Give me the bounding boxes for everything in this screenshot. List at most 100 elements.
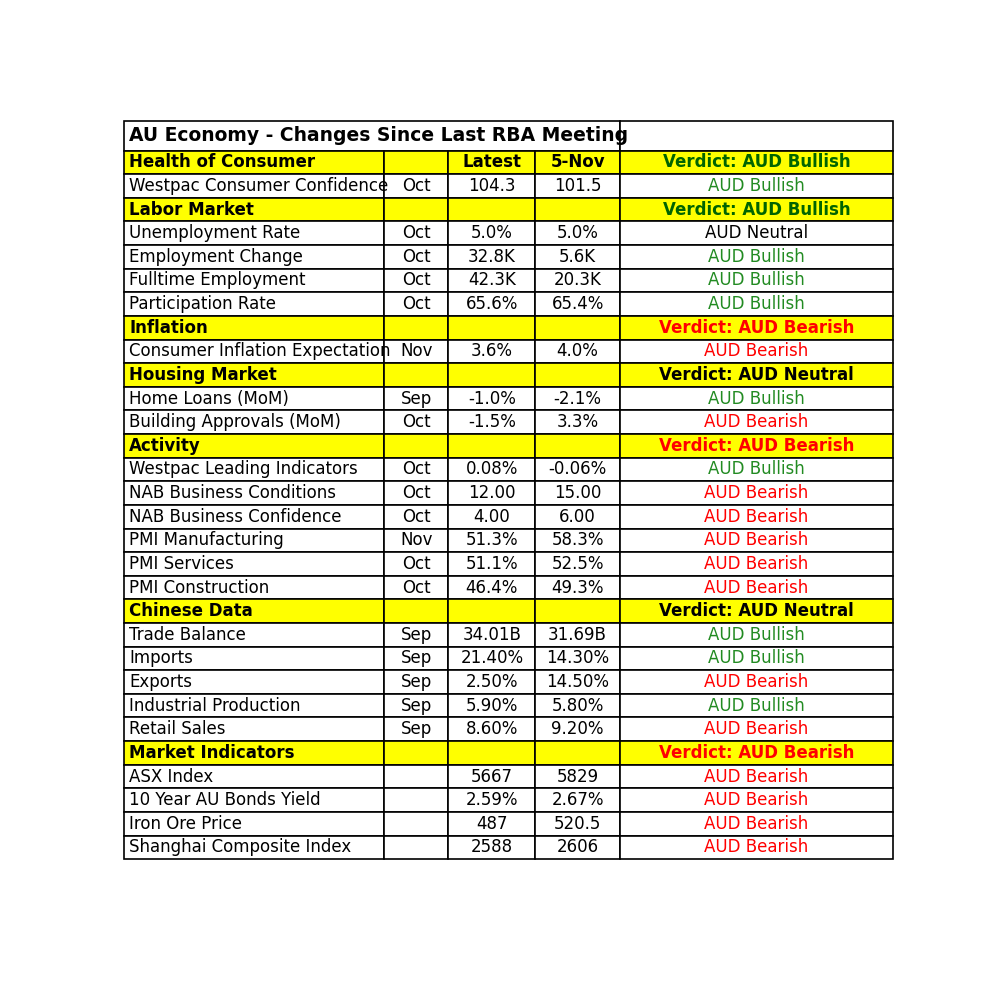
Text: Sep: Sep: [401, 720, 432, 738]
Bar: [536, 694, 620, 717]
Bar: [448, 623, 536, 646]
Bar: [536, 789, 620, 812]
Bar: [384, 245, 448, 269]
Text: Oct: Oct: [402, 224, 431, 242]
Text: 21.40%: 21.40%: [460, 649, 524, 667]
Text: 5.6K: 5.6K: [559, 248, 596, 266]
Bar: [536, 457, 620, 481]
Bar: [124, 245, 384, 269]
Text: Westpac Consumer Confidence: Westpac Consumer Confidence: [129, 177, 389, 195]
Text: 2588: 2588: [471, 839, 513, 857]
Text: 2.50%: 2.50%: [465, 673, 518, 691]
Bar: [124, 623, 384, 646]
Text: AUD Bearish: AUD Bearish: [704, 508, 808, 526]
Text: Oct: Oct: [402, 508, 431, 526]
Bar: [620, 245, 893, 269]
Bar: [620, 364, 893, 386]
Text: Housing Market: Housing Market: [129, 366, 277, 384]
Bar: [384, 670, 448, 694]
Bar: [620, 410, 893, 434]
Bar: [536, 646, 620, 670]
Text: 2.67%: 2.67%: [552, 791, 604, 809]
Bar: [536, 670, 620, 694]
Text: AUD Bullish: AUD Bullish: [708, 389, 805, 407]
Text: Fulltime Employment: Fulltime Employment: [129, 272, 306, 290]
Bar: [384, 198, 448, 221]
Text: 31.69B: 31.69B: [549, 625, 607, 643]
Bar: [124, 812, 384, 836]
Bar: [536, 410, 620, 434]
Bar: [620, 481, 893, 505]
Text: Sep: Sep: [401, 625, 432, 643]
Bar: [124, 221, 384, 245]
Text: AUD Bullish: AUD Bullish: [708, 248, 805, 266]
Bar: [448, 386, 536, 410]
Text: AUD Bullish: AUD Bullish: [708, 696, 805, 715]
Bar: [620, 386, 893, 410]
Text: NAB Business Confidence: NAB Business Confidence: [129, 508, 342, 526]
Bar: [124, 434, 384, 457]
Bar: [448, 150, 536, 174]
Bar: [448, 552, 536, 576]
Text: AUD Bearish: AUD Bearish: [704, 815, 808, 833]
Bar: [384, 481, 448, 505]
Text: 6.00: 6.00: [559, 508, 596, 526]
Text: Consumer Inflation Expectation: Consumer Inflation Expectation: [129, 343, 391, 361]
Bar: [124, 269, 384, 292]
Bar: [448, 717, 536, 741]
Bar: [124, 410, 384, 434]
Text: -2.1%: -2.1%: [554, 389, 601, 407]
Bar: [448, 316, 536, 340]
Bar: [124, 122, 620, 150]
Text: Unemployment Rate: Unemployment Rate: [129, 224, 301, 242]
Bar: [124, 646, 384, 670]
Text: Sep: Sep: [401, 649, 432, 667]
Bar: [124, 789, 384, 812]
Bar: [448, 812, 536, 836]
Bar: [620, 221, 893, 245]
Bar: [536, 386, 620, 410]
Bar: [620, 457, 893, 481]
Bar: [448, 457, 536, 481]
Bar: [536, 221, 620, 245]
Bar: [448, 481, 536, 505]
Bar: [620, 765, 893, 789]
Bar: [384, 434, 448, 457]
Bar: [124, 552, 384, 576]
Bar: [384, 221, 448, 245]
Bar: [536, 481, 620, 505]
Text: 2.59%: 2.59%: [465, 791, 518, 809]
Bar: [124, 670, 384, 694]
Bar: [448, 221, 536, 245]
Bar: [384, 505, 448, 529]
Text: Chinese Data: Chinese Data: [129, 603, 253, 621]
Bar: [620, 552, 893, 576]
Text: 58.3%: 58.3%: [552, 531, 604, 550]
Text: 5.0%: 5.0%: [471, 224, 513, 242]
Bar: [124, 386, 384, 410]
Text: Activity: Activity: [129, 437, 201, 455]
Text: 8.60%: 8.60%: [465, 720, 518, 738]
Bar: [620, 717, 893, 741]
Text: 51.3%: 51.3%: [465, 531, 518, 550]
Text: AUD Bearish: AUD Bearish: [704, 579, 808, 597]
Bar: [384, 292, 448, 316]
Bar: [124, 765, 384, 789]
Text: 4.0%: 4.0%: [557, 343, 598, 361]
Bar: [124, 198, 384, 221]
Text: 65.4%: 65.4%: [552, 295, 604, 313]
Bar: [124, 600, 384, 623]
Bar: [448, 174, 536, 198]
Text: AUD Bearish: AUD Bearish: [704, 555, 808, 573]
Text: Imports: Imports: [129, 649, 193, 667]
Text: 10 Year AU Bonds Yield: 10 Year AU Bonds Yield: [129, 791, 321, 809]
Text: 5667: 5667: [471, 768, 513, 786]
Text: Iron Ore Price: Iron Ore Price: [129, 815, 242, 833]
Text: Industrial Production: Industrial Production: [129, 696, 301, 715]
Bar: [448, 694, 536, 717]
Text: Oct: Oct: [402, 248, 431, 266]
Text: PMI Services: PMI Services: [129, 555, 234, 573]
Text: 3.3%: 3.3%: [557, 413, 598, 431]
Bar: [536, 245, 620, 269]
Bar: [448, 836, 536, 860]
